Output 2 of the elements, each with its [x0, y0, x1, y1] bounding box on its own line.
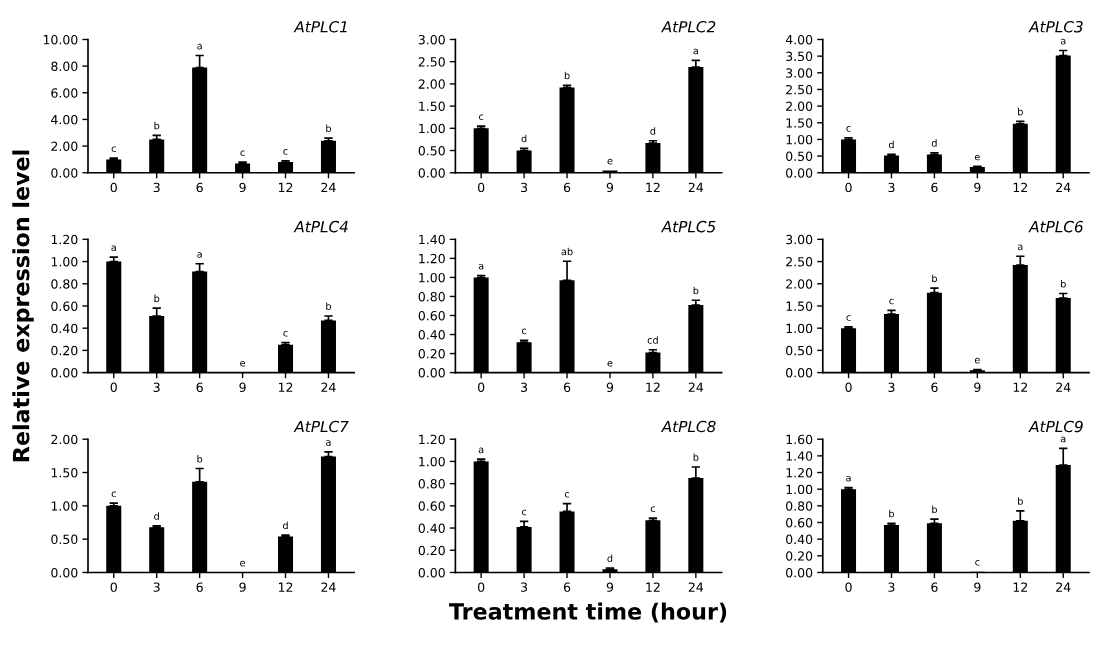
y-axis-title: Relative expression level — [12, 150, 34, 462]
x-axis-title: Treatment time (hour) — [449, 602, 727, 623]
